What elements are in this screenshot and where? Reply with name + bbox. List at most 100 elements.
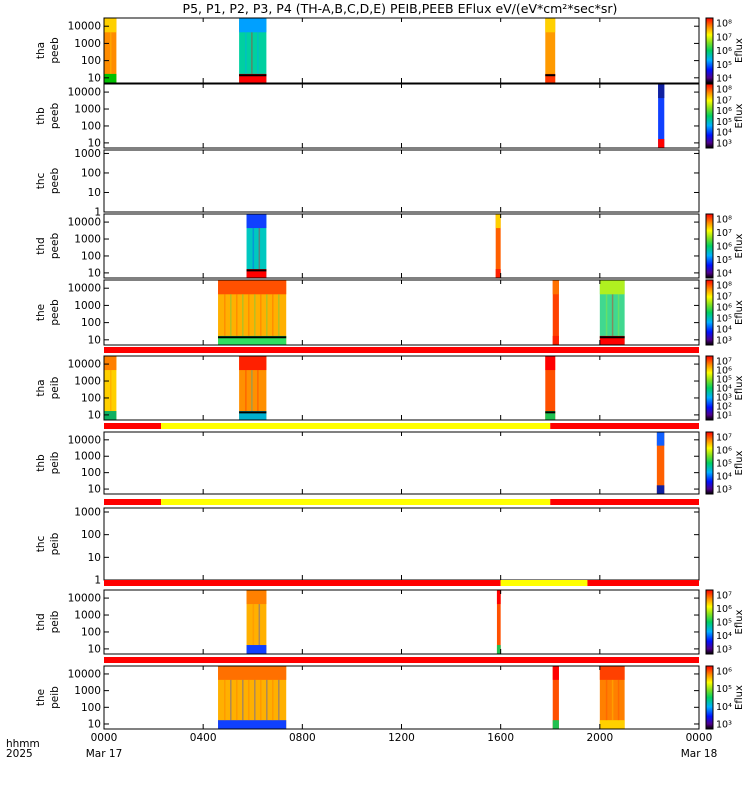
colorbar-tick-label: 10⁴	[716, 384, 732, 395]
segment-high-energy-band	[552, 280, 559, 295]
colorbar-tick-label: 10⁶	[716, 303, 732, 314]
y-tick-label: 1000	[74, 685, 101, 697]
spectrogram-segment	[104, 18, 117, 83]
colorbar-gradient	[705, 665, 714, 730]
segment-high-energy-band	[545, 356, 556, 371]
colorbar-tick-label: 10³	[716, 720, 732, 731]
x-tick-label: 1600	[487, 732, 514, 744]
segment-high-energy-band	[218, 666, 287, 680]
segment-low-energy-band	[656, 485, 665, 494]
colorbar-tick-label: 10⁷	[716, 228, 732, 239]
y-tick-label: 1000	[74, 300, 101, 312]
plot-frame	[103, 355, 700, 421]
segment-streak	[266, 679, 268, 721]
segment-low-energy-band	[495, 269, 501, 278]
plot-frame	[103, 507, 700, 581]
segment-fill	[656, 432, 665, 494]
spectrogram-segment	[545, 18, 556, 83]
spectrogram-segment	[495, 214, 501, 278]
segment-streak	[251, 32, 253, 74]
y-axis-label-product: peeb	[49, 233, 61, 260]
y-axis-label-probe: the	[35, 304, 47, 321]
colorbar-tick-label: 10⁸	[716, 85, 732, 96]
colorbar-tick-label: 10⁵	[716, 459, 732, 470]
spectrogram-segment	[552, 280, 559, 345]
y-axis-label-product: peeb	[49, 103, 61, 130]
y-tick-label: 1000	[74, 234, 101, 246]
colorbar-tick-label: 10⁷	[716, 433, 732, 444]
colorbar-tick-label: 10⁵	[716, 314, 732, 325]
y-tick-label: 100	[81, 467, 101, 479]
y-tick-label: 1000	[74, 148, 101, 160]
x-axis-label-year: 2025	[6, 748, 33, 760]
segment-high-energy-band	[246, 214, 267, 229]
y-tick-label: 1000	[74, 376, 101, 388]
x-tick-label: 0000	[91, 732, 118, 744]
colorbar-tick-label: 10⁵	[716, 684, 732, 695]
segment-high-energy-band	[246, 590, 267, 605]
segment-streak	[110, 370, 112, 412]
segment-high-energy-band	[239, 356, 267, 371]
colorbar-label: Eflux	[734, 609, 745, 634]
colorbar-label: Eflux	[734, 685, 745, 710]
quality-flag-bar	[500, 580, 588, 586]
segment-streak	[272, 679, 274, 721]
x-axis: hhmm 2025 Mar 17 Mar 18 0000 0400 0800 1200…	[6, 18, 717, 760]
y-tick-label: 10	[88, 267, 101, 279]
y-axis-label-product: peib	[49, 376, 61, 399]
panel-thc_peib: 1000 100 10 1 thc peib	[35, 499, 700, 587]
y-axis-label-probe: thc	[35, 536, 47, 553]
y-tick-label: 10	[88, 718, 101, 730]
colorbar-tick-label: 10⁶	[716, 242, 732, 253]
segment-fill	[246, 590, 267, 654]
x-axis-date-start: Mar 17	[86, 748, 123, 760]
segment-streak	[266, 294, 268, 336]
colorbar-gradient	[705, 355, 714, 421]
quality-flag-bar	[587, 580, 699, 586]
colorbar-tick-label: 10⁵	[716, 375, 732, 386]
colorbar-tick-label: 10⁴	[716, 74, 732, 85]
colorbar-tick-label: 10⁵	[716, 618, 732, 629]
segment-low-energy-band	[246, 645, 267, 654]
colorbar-tick-label: 10³	[716, 393, 732, 404]
panel-thb_peeb: 10000 1000 100 10 thb peeb 10⁸10⁷10⁶10⁵10⁴10³E…	[35, 83, 745, 150]
y-tick-label: 10	[88, 484, 101, 496]
segment-fill	[104, 18, 117, 83]
colorbar-tick-label: 10⁶	[716, 366, 732, 377]
y-tick-label: 10000	[68, 217, 101, 229]
segment-streak	[258, 228, 261, 270]
y-tick-label: 10	[88, 137, 101, 149]
segment-streak	[605, 294, 608, 336]
y-axis-label-probe: thc	[35, 173, 47, 190]
colorbar-gradient	[705, 279, 714, 346]
segment-streak	[617, 294, 620, 336]
segment-low-energy-band	[552, 720, 559, 729]
plot-frame	[103, 589, 700, 655]
colorbar-gradient	[705, 17, 714, 84]
segment-low-energy-band	[218, 720, 287, 729]
y-tick-label: 1	[94, 207, 101, 219]
y-tick-label: 10	[88, 72, 101, 84]
segment-low-energy-band	[658, 139, 665, 148]
y-axis-label-probe: tha	[35, 379, 47, 396]
y-tick-label: 1000	[74, 610, 101, 622]
colorbar-tick-label: 10⁵	[716, 117, 732, 128]
colorbar-tick-label: 10⁷	[716, 32, 732, 43]
segment-low-energy-band	[239, 411, 267, 420]
panel-tha_peib: 10000 1000 100 10 tha peib 10⁷10⁶10⁵10⁴10³10²1…	[35, 347, 745, 422]
spectrogram-segment	[239, 18, 267, 83]
segment-high-energy-band	[104, 18, 117, 33]
colorbar-label: Eflux	[734, 233, 745, 258]
segment-streak	[245, 32, 247, 74]
y-tick-label: 10000	[68, 434, 101, 446]
segment-fill	[246, 214, 267, 278]
segment-low-energy-band	[599, 335, 625, 345]
spectrogram-segment	[552, 666, 559, 729]
y-tick-label: 10000	[68, 21, 101, 33]
segment-fill	[545, 18, 556, 83]
segment-low-energy-band	[104, 73, 117, 83]
segment-streak	[248, 679, 250, 721]
